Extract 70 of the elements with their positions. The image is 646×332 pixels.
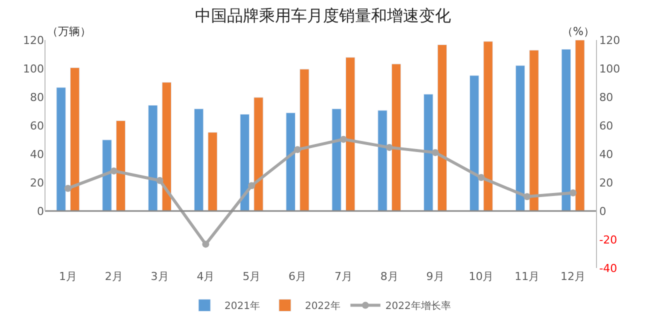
point bbox=[478, 174, 485, 182]
bar bbox=[483, 41, 493, 212]
y2-tick-label: 0 bbox=[599, 204, 606, 218]
point bbox=[110, 167, 118, 174]
bar bbox=[378, 110, 388, 212]
bar bbox=[194, 108, 204, 212]
y-tick-label: 120 bbox=[23, 34, 44, 47]
bar bbox=[162, 82, 172, 212]
y-tick-label: 100 bbox=[23, 62, 44, 76]
y2-tick-label: 40 bbox=[599, 148, 614, 161]
point bbox=[386, 144, 393, 151]
bar bbox=[286, 112, 296, 212]
point bbox=[432, 149, 439, 156]
legend-label: 2022年 bbox=[304, 300, 340, 312]
x-tick-label: 6月 bbox=[288, 270, 307, 283]
point bbox=[64, 184, 72, 192]
bar bbox=[515, 65, 526, 212]
y2-tick-label: 100 bbox=[599, 62, 620, 76]
point bbox=[570, 189, 577, 196]
x-tick-label: 7月 bbox=[334, 270, 352, 283]
bar bbox=[529, 50, 539, 212]
bar bbox=[469, 75, 480, 212]
bar bbox=[424, 94, 434, 212]
x-tick-label: 10月 bbox=[468, 270, 494, 283]
bar bbox=[437, 44, 448, 212]
x-tick-label: 9月 bbox=[426, 270, 444, 283]
legend-label: 2022年增长率 bbox=[385, 300, 451, 312]
y2-tick-label: -20 bbox=[599, 233, 618, 246]
bar bbox=[208, 132, 218, 212]
bar bbox=[300, 68, 310, 212]
y2-tick-label: 80 bbox=[599, 90, 614, 104]
bar bbox=[240, 114, 250, 212]
y2-tick-label: 60 bbox=[599, 119, 614, 132]
point bbox=[202, 240, 210, 248]
y-tick-label: 60 bbox=[30, 119, 44, 132]
y-tick-label: 40 bbox=[30, 148, 44, 161]
x-tick-label: 1月 bbox=[58, 270, 77, 283]
y-axis-title: （万辆） bbox=[47, 25, 91, 38]
bar bbox=[575, 40, 585, 212]
y-tick-label: 0 bbox=[37, 204, 44, 218]
y2-axis-title: （%） bbox=[562, 25, 594, 38]
x-tick-label: 8月 bbox=[380, 270, 398, 283]
bar bbox=[56, 87, 66, 212]
legend-label: 2021年 bbox=[224, 300, 260, 312]
x-tick-label: 2月 bbox=[104, 270, 123, 283]
bar bbox=[254, 97, 264, 212]
y-tick-label: 80 bbox=[30, 90, 44, 104]
bar bbox=[116, 120, 126, 212]
y2-tick-label: 120 bbox=[599, 34, 620, 47]
y2-tick-label: -40 bbox=[599, 262, 618, 275]
bar bbox=[70, 67, 80, 212]
bar bbox=[391, 64, 402, 212]
bar bbox=[561, 49, 571, 212]
bar bbox=[332, 108, 342, 212]
point bbox=[294, 146, 302, 154]
x-tick-label: 4月 bbox=[196, 270, 215, 283]
bar bbox=[148, 105, 158, 212]
y2-tick-label: 20 bbox=[599, 176, 614, 190]
point bbox=[248, 182, 256, 190]
x-tick-label: 11月 bbox=[514, 270, 540, 283]
bar bbox=[102, 140, 112, 212]
bar bbox=[346, 57, 356, 212]
chart-title: 中国品牌乘用车月度销量和增速变化 bbox=[195, 6, 451, 26]
x-tick-label: 12月 bbox=[560, 270, 586, 283]
x-tick-label: 3月 bbox=[150, 270, 169, 283]
point bbox=[340, 136, 347, 143]
y-tick-label: 20 bbox=[30, 176, 44, 190]
x-tick-label: 5月 bbox=[242, 270, 261, 283]
point bbox=[524, 193, 531, 200]
point bbox=[156, 177, 164, 184]
